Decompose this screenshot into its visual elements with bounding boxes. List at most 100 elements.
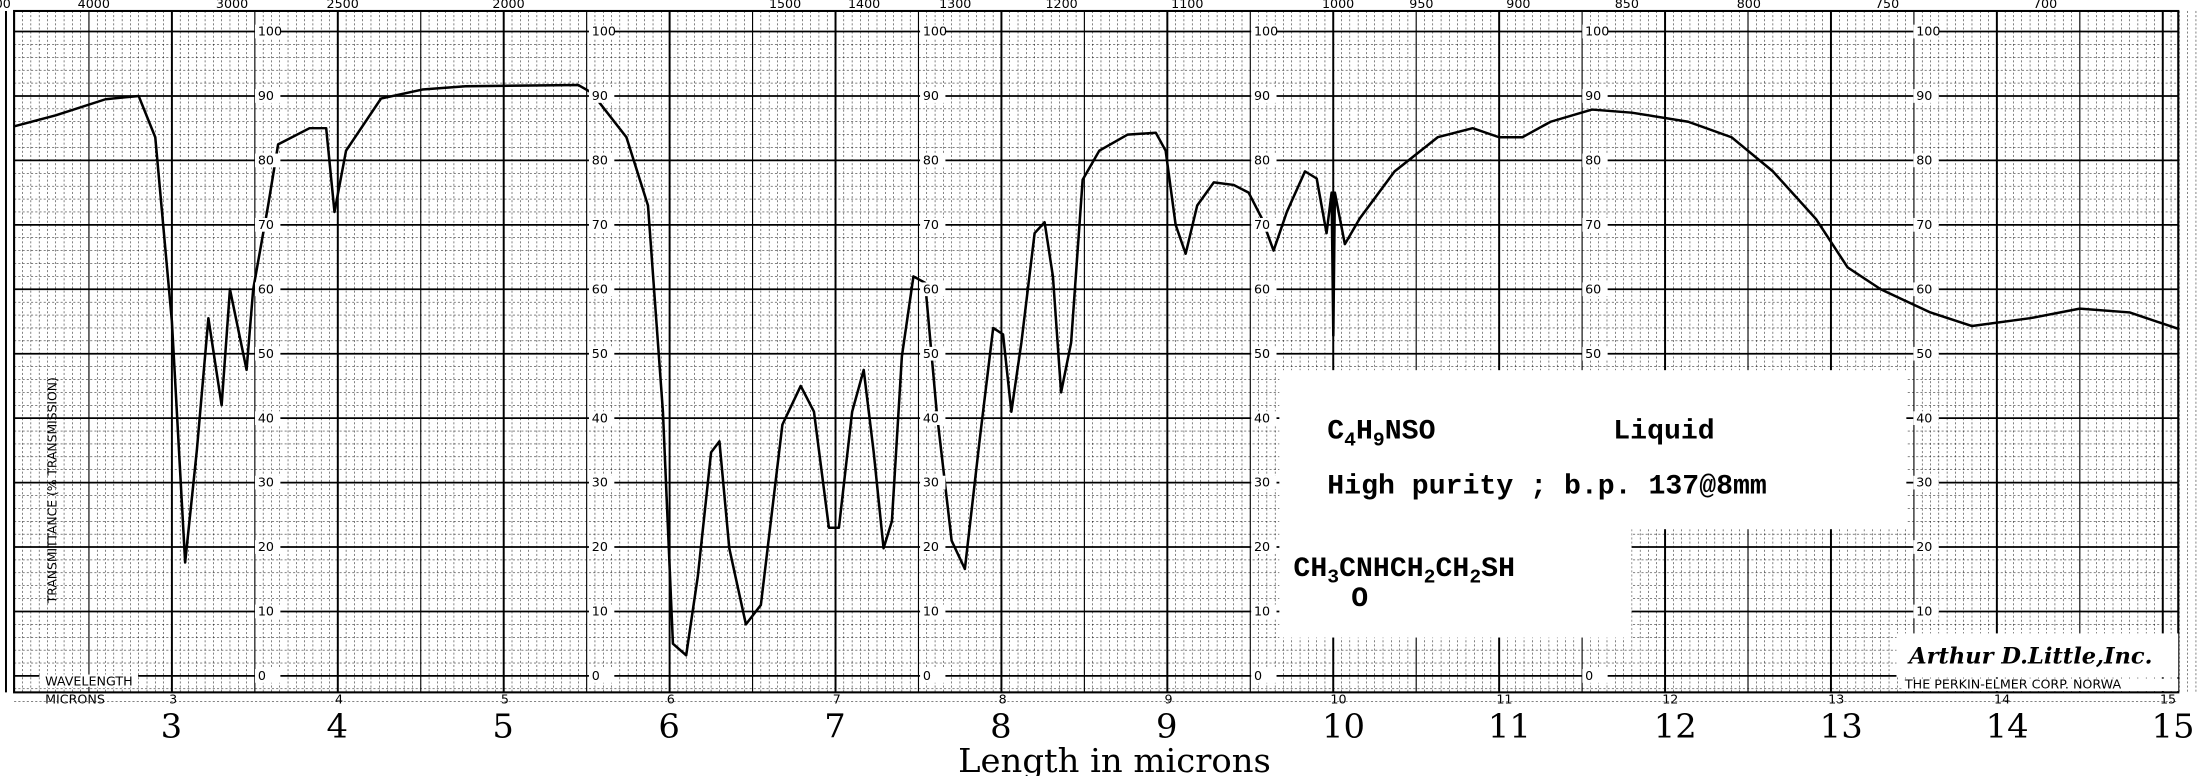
y-label-bg <box>920 282 946 297</box>
y-tick-label: 50 <box>923 346 939 361</box>
y-tick-label: 50 <box>1916 346 1932 361</box>
x-tick-label: 12 <box>1654 707 1697 745</box>
y-tick-label: 70 <box>592 217 608 232</box>
y-tick-label: 80 <box>1254 153 1270 168</box>
y-label-bg <box>1913 604 1939 619</box>
x-tick-label: 13 <box>1820 707 1863 745</box>
y-label-bg <box>588 540 615 554</box>
y-tick-label: 0 <box>1254 668 1262 683</box>
y-tick-label: 50 <box>592 346 608 361</box>
y-tick-label: 60 <box>923 282 939 297</box>
y-tick-label: 100 <box>1254 24 1278 39</box>
top-tick-label: 800 <box>1737 0 1761 11</box>
y-label-bg <box>255 475 281 490</box>
x-minor-tick-label: 6 <box>667 692 675 707</box>
x-axis-title: Length in microns <box>958 741 1271 776</box>
x-tick-label: 15 <box>2152 707 2195 745</box>
y-label-bg <box>255 89 281 103</box>
y-tick-label: 60 <box>1916 282 1932 297</box>
y-label-bg <box>1251 604 1277 619</box>
y-tick-label: 100 <box>592 24 616 39</box>
y-label-bg <box>588 153 615 168</box>
top-tick-label: 2500 <box>327 0 359 11</box>
y-label-bg <box>255 669 281 683</box>
y-tick-label: 30 <box>592 475 608 490</box>
y-label-bg <box>1251 475 1277 490</box>
y-axis-title: TRANSMITTANCE (% TRANSMISSION) <box>44 377 59 604</box>
y-label-bg <box>588 346 615 361</box>
y-tick-label: 30 <box>1916 475 1932 490</box>
y-label-bg <box>920 153 946 168</box>
y-tick-label: 0 <box>1585 668 1593 683</box>
y-tick-label: 70 <box>923 217 939 232</box>
y-label-bg <box>1251 669 1277 683</box>
sample-label-bg-lower <box>1279 520 1632 638</box>
y-tick-label: 0 <box>923 668 931 683</box>
x-minor-tick-label: 7 <box>833 692 841 707</box>
y-tick-label: 50 <box>1254 346 1270 361</box>
x-minor-tick-label: 15 <box>2160 692 2176 707</box>
y-label-bg <box>255 217 281 232</box>
x-tick-label: 6 <box>658 707 680 745</box>
y-label-bg <box>1913 475 1939 490</box>
manufacturer-imprint: THE PERKIN-ELMER CORP. NORWA <box>1904 676 2122 691</box>
y-tick-label: 10 <box>1916 604 1932 619</box>
y-label-bg <box>588 475 615 490</box>
x-minor-tick-label: 5 <box>501 692 509 707</box>
y-label-bg <box>1251 282 1277 297</box>
y-tick-label: 30 <box>258 475 274 490</box>
y-label-bg <box>1251 540 1277 554</box>
y-tick-label: 70 <box>1585 217 1601 232</box>
y-label-bg <box>255 346 281 361</box>
sample-notes: High purity ; b.p. 137@8mm <box>1327 472 1767 503</box>
y-label-bg <box>1251 89 1277 103</box>
y-tick-label: 90 <box>1254 88 1270 103</box>
y-label-bg <box>1251 411 1277 426</box>
y-label-bg <box>1582 346 1608 361</box>
y-tick-label: 90 <box>1585 88 1601 103</box>
y-label-bg <box>1913 540 1939 554</box>
y-tick-label: 40 <box>1916 410 1932 425</box>
y-label-bg <box>1251 153 1277 168</box>
y-tick-label: 80 <box>258 153 274 168</box>
x-tick-label: 11 <box>1488 707 1531 745</box>
top-tick-label: 3000 <box>216 0 248 11</box>
top-wavenumber-axis: 00 4000 3000 2500 2000 1500 1400 1300 1200 1100 10… <box>0 0 2057 11</box>
x-minor-tick-label: 3 <box>169 692 177 707</box>
y-tick-label: 90 <box>592 88 608 103</box>
top-tick-label: 750 <box>1875 0 1899 11</box>
y-label-bg <box>1582 153 1608 168</box>
x-minor-tick-label: 12 <box>1662 692 1678 707</box>
sample-label: C4H9NSO Liquid High purity ; b.p. 137@8m… <box>1279 370 1907 638</box>
y-tick-label: 70 <box>258 217 274 232</box>
spectrum-line <box>13 83 2180 657</box>
x-minor-tick-label: 10 <box>1330 692 1346 707</box>
y-label-bg <box>1582 89 1608 103</box>
y-tick-label: 70 <box>1254 217 1270 232</box>
x-tick-label: 7 <box>824 707 846 745</box>
x-minor-tick-label: 13 <box>1828 692 1844 707</box>
y-tick-label: 40 <box>1254 410 1270 425</box>
y-label-bg <box>255 540 281 554</box>
y-tick-label: 20 <box>258 539 274 554</box>
y-label-bg <box>1913 411 1939 426</box>
y-label-bg <box>1913 153 1939 168</box>
y-axis-labels: 0 10 20 30 40 50 60 70 80 90 100 0 10 20 30 40 50 60 70 80 9… <box>255 24 1940 683</box>
x-axis-caption: WAVELENGTH <box>45 674 133 689</box>
y-tick-label: 20 <box>1254 539 1270 554</box>
y-tick-label: 10 <box>923 604 939 619</box>
molecular-formula: C4H9NSO <box>1327 417 1435 451</box>
y-tick-label: 20 <box>1916 539 1932 554</box>
y-tick-label: 100 <box>1585 24 1609 39</box>
y-label-bg <box>588 217 615 232</box>
x-tick-label: 4 <box>327 707 349 745</box>
x-minor-tick-label: 11 <box>1496 692 1512 707</box>
x-tick-label: 5 <box>492 707 514 745</box>
y-label-bg <box>920 475 946 490</box>
x-minor-tick-label: 14 <box>1994 692 2010 707</box>
y-label-bg <box>588 24 615 39</box>
x-tick-label: 3 <box>161 707 183 745</box>
lab-logo: Arthur D.Little,Inc. <box>1896 633 2179 678</box>
y-label-bg <box>920 217 946 232</box>
